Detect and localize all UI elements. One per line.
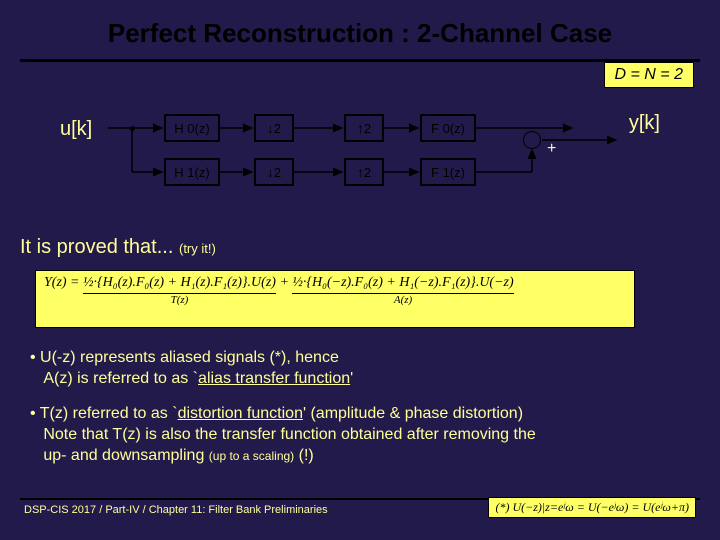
eq-a-label: A(z) bbox=[292, 293, 513, 306]
h1-block: H 1(z) bbox=[164, 158, 220, 186]
eq-t-group: ½·{H₀(z).F₀(z) + H₁(z).F₁(z)}.U(z) T(z) bbox=[83, 275, 276, 306]
f0-block: F 0(z) bbox=[420, 114, 476, 142]
b1-underline: alias transfer function bbox=[198, 370, 350, 387]
footer-text: DSP-CIS 2017 / Part-IV / Chapter 11: Fil… bbox=[24, 504, 328, 516]
h0-block: H 0(z) bbox=[164, 114, 220, 142]
up0-label: 2 bbox=[364, 121, 371, 136]
b2-d: up- and downsampling bbox=[43, 447, 208, 464]
plus-label: + bbox=[547, 140, 556, 158]
slide-title: Perfect Reconstruction : 2-Channel Case bbox=[0, 0, 720, 59]
dn-equation-box: D = N = 2 bbox=[604, 62, 694, 88]
bullet-1: • U(-z) represents aliased signals (*), … bbox=[30, 348, 670, 390]
b2-b: ' (amplitude & phase distortion) bbox=[303, 405, 523, 422]
down1-block: ↓2 bbox=[254, 158, 294, 186]
split-node bbox=[130, 126, 135, 131]
eq-t-expr: ½·{H₀(z).F₀(z) + H₁(z).F₁(z)}.U(z) bbox=[83, 275, 276, 290]
proved-main: It is proved that... bbox=[20, 236, 173, 258]
eq-lead: Y(z) = bbox=[44, 275, 83, 290]
proved-text: It is proved that... (try it!) bbox=[20, 236, 216, 259]
b2-a: • T(z) referred to as ` bbox=[30, 405, 178, 422]
up1-block: ↑2 bbox=[344, 158, 384, 186]
proved-try: (try it!) bbox=[179, 241, 216, 256]
down0-block: ↓2 bbox=[254, 114, 294, 142]
b2-c: Note that T(z) is also the transfer func… bbox=[43, 426, 535, 443]
b1-line2a: A(z) is referred to as ` bbox=[43, 370, 198, 387]
up1-label: 2 bbox=[364, 165, 371, 180]
eq-plus: + bbox=[279, 275, 292, 290]
b2-f: (!) bbox=[294, 447, 314, 464]
up0-block: ↑2 bbox=[344, 114, 384, 142]
eq-t-label: T(z) bbox=[83, 293, 276, 306]
b1-line1: • U(-z) represents aliased signals (*), … bbox=[30, 349, 339, 366]
down0-label: 2 bbox=[274, 121, 281, 136]
b2-e: (up to a scaling) bbox=[209, 449, 294, 463]
b2-underline: distortion function bbox=[178, 405, 303, 422]
eq-a-expr: ½·{H₀(−z).F₀(z) + H₁(−z).F₁(z)}.U(−z) bbox=[292, 275, 513, 290]
f1-block: F 1(z) bbox=[420, 158, 476, 186]
footer-equation-box: (*) U(−z)|z=eʲω = U(−eʲω) = U(eʲω+π) bbox=[488, 497, 696, 518]
summer-node bbox=[523, 131, 541, 149]
b1-line2b: ' bbox=[350, 370, 353, 387]
eq-a-group: ½·{H₀(−z).F₀(z) + H₁(−z).F₁(z)}.U(−z) A(… bbox=[292, 275, 513, 306]
divider-top bbox=[20, 59, 700, 62]
equation-box: Y(z) = ½·{H₀(z).F₀(z) + H₁(z).F₁(z)}.U(z… bbox=[35, 270, 635, 328]
filter-bank-diagram: u[k] y[k] H 0(z) ↓2 ↑2 F 0(z) H 1(z) ↓2 … bbox=[60, 110, 660, 220]
bullet-2: • T(z) referred to as `distortion functi… bbox=[30, 404, 690, 466]
down1-label: 2 bbox=[274, 165, 281, 180]
